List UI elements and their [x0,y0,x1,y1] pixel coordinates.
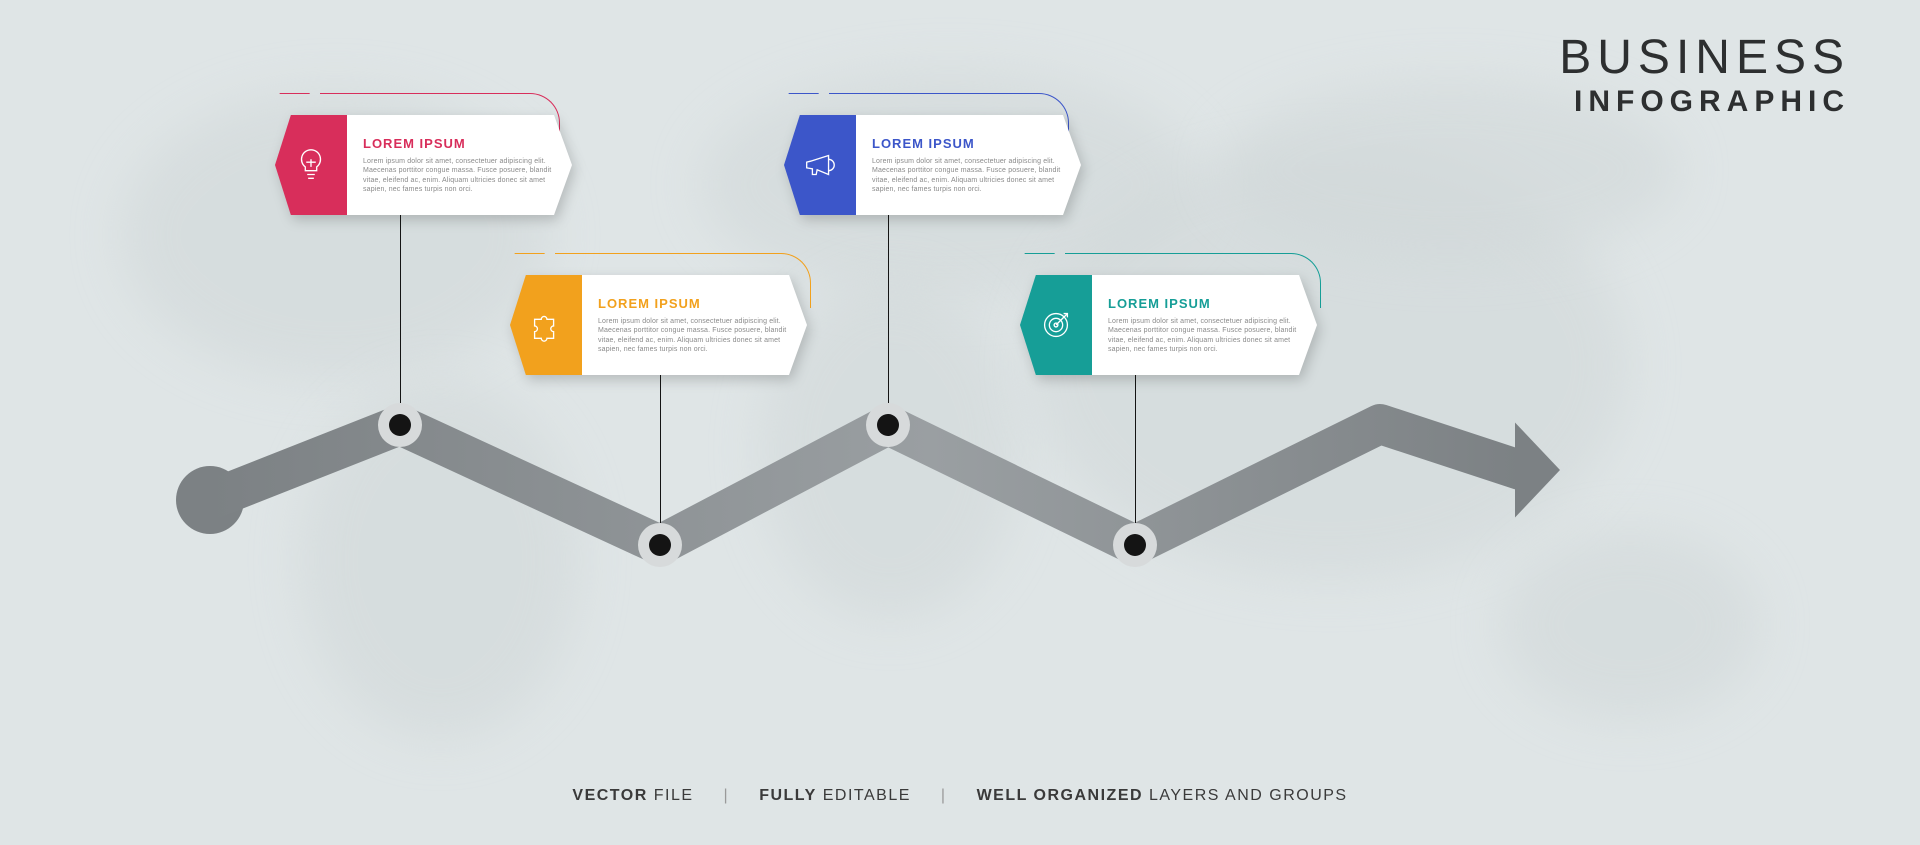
step-card: LOREM IPSUM Lorem ipsum dolor sit amet, c… [1020,275,1317,375]
footer-caption: VECTOR FILE | FULLY EDITABLE | WELL ORGANIZE… [572,787,1347,805]
step-connector [888,215,889,403]
title-line1: BUSINESS [1559,30,1850,85]
target-icon [1020,275,1092,375]
footer-segment: FULLY EDITABLE [759,787,911,805]
world-map-blob [300,380,580,740]
lightbulb-icon [275,115,347,215]
step-title: LOREM IPSUM [598,296,787,311]
step-body-box: LOREM IPSUM Lorem ipsum dolor sit amet, c… [856,115,1081,215]
step-body-box: LOREM IPSUM Lorem ipsum dolor sit amet, c… [582,275,807,375]
puzzle-icon [510,275,582,375]
step-description: Lorem ipsum dolor sit amet, consectetuer… [1108,317,1297,355]
timeline-node [378,403,422,447]
step-description: Lorem ipsum dolor sit amet, consectetuer… [363,157,552,195]
step-card: LOREM IPSUM Lorem ipsum dolor sit amet, c… [275,115,572,215]
timeline-node [1113,523,1157,567]
footer-separator: | [724,787,730,805]
title-line2: INFOGRAPHIC [1559,85,1850,119]
timeline-node [638,523,682,567]
infographic-canvas: BUSINESSINFOGRAPHIC LOREM IPSUM Lorem ipsu… [0,0,1920,845]
step-card: LOREM IPSUM Lorem ipsum dolor sit amet, c… [510,275,807,375]
step-body-box: LOREM IPSUM Lorem ipsum dolor sit amet, c… [1092,275,1317,375]
timeline-node [866,403,910,447]
megaphone-icon [784,115,856,215]
step-title: LOREM IPSUM [1108,296,1297,311]
page-title: BUSINESSINFOGRAPHIC [1559,30,1850,119]
step-connector [1135,375,1136,523]
step-body-box: LOREM IPSUM Lorem ipsum dolor sit amet, c… [347,115,572,215]
footer-segment: VECTOR FILE [572,787,693,805]
footer-separator: | [941,787,947,805]
step-description: Lorem ipsum dolor sit amet, consectetuer… [872,157,1061,195]
step-title: LOREM IPSUM [363,136,552,151]
step-card: LOREM IPSUM Lorem ipsum dolor sit amet, c… [784,115,1081,215]
step-connector [400,215,401,403]
step-description: Lorem ipsum dolor sit amet, consectetuer… [598,317,787,355]
step-connector [660,375,661,523]
footer-segment: WELL ORGANIZED LAYERS AND GROUPS [977,787,1348,805]
world-map-blob [1500,530,1760,720]
step-title: LOREM IPSUM [872,136,1061,151]
